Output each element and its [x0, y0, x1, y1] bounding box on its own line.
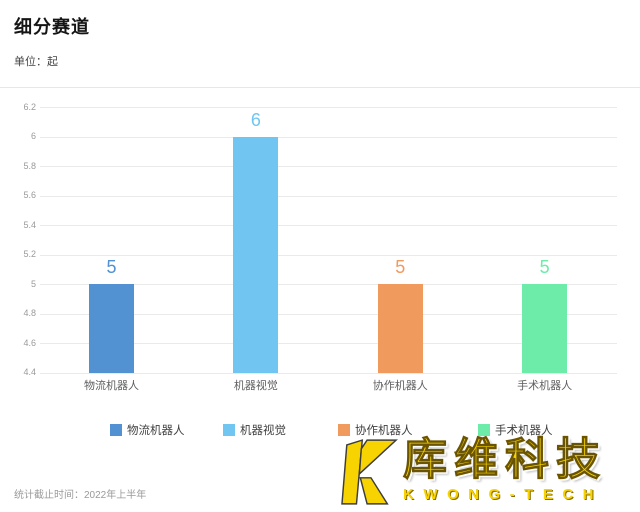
- bar-机器视觉[interactable]: [233, 136, 279, 373]
- x-axis-category-label: 物流机器人: [84, 380, 139, 392]
- y-gridline: [40, 343, 617, 344]
- legend-swatch-icon: [223, 423, 235, 436]
- bar-value-label: 5: [106, 257, 117, 277]
- bar-value-label: 6: [250, 109, 261, 130]
- legend-item-手术机器人[interactable]: 手术机器人: [478, 423, 553, 437]
- brand-name-en: KWONG-TECH: [403, 486, 603, 503]
- y-axis-tick-label: 4.4: [23, 367, 36, 377]
- y-gridline: [40, 225, 617, 226]
- legend-swatch-icon: [110, 423, 122, 436]
- y-axis-tick-label: 6: [30, 131, 36, 141]
- bar-手术机器人[interactable]: [522, 284, 568, 373]
- legend-item-协作机器人[interactable]: 协作机器人: [338, 423, 413, 437]
- y-axis-tick-label: 4.6: [23, 337, 36, 348]
- legend-label: 物流机器人: [127, 424, 185, 437]
- y-axis-tick-label: 5.6: [23, 190, 36, 200]
- x-axis-category-label: 机器视觉: [233, 380, 278, 392]
- legend-label: 协作机器人: [355, 424, 413, 437]
- y-gridline: [40, 254, 617, 256]
- legend-item-物流机器人[interactable]: 物流机器人: [110, 423, 185, 437]
- y-gridline: [40, 195, 617, 197]
- legend-swatch-icon: [478, 423, 490, 436]
- y-gridline: [40, 284, 617, 285]
- bar-value-label: 5: [539, 257, 550, 277]
- legend-swatch-icon: [338, 423, 350, 436]
- bar-协作机器人[interactable]: [377, 284, 423, 373]
- bar-value-label: 5: [395, 257, 406, 277]
- header-divider: [0, 87, 640, 88]
- page-title: 细分赛道: [14, 17, 90, 37]
- x-axis-category-label: 手术机器人: [517, 380, 573, 392]
- y-axis-tick-label: 6.2: [23, 101, 36, 112]
- y-axis-tick-label: 5: [30, 278, 36, 289]
- brand-name-cn: 库维科技: [403, 435, 607, 484]
- y-axis-tick-label: 4.8: [23, 308, 36, 318]
- brand-logo: 库维科技 KWONG-TECH: [341, 435, 637, 509]
- x-axis-category-label: 协作机器人: [372, 380, 428, 392]
- y-gridline: [40, 313, 617, 315]
- legend-label: 手术机器人: [495, 424, 553, 437]
- stats-cutoff-note: 统计截止时间：2022年上半年: [14, 490, 147, 501]
- y-gridline: [40, 166, 617, 167]
- y-gridline: [40, 107, 617, 108]
- y-axis-tick-label: 5.2: [23, 249, 36, 259]
- y-gridline: [40, 136, 617, 138]
- bar-物流机器人[interactable]: [89, 284, 134, 373]
- unit-label: 单位：起: [14, 56, 58, 68]
- kwong-tech-k-mark-icon: [341, 439, 398, 505]
- y-axis-tick-label: 5.8: [23, 160, 36, 171]
- brand-logo-texts: 库维科技 KWONG-TECH: [403, 435, 607, 503]
- legend-item-机器视觉[interactable]: 机器视觉: [223, 423, 286, 437]
- legend-label: 机器视觉: [240, 424, 286, 437]
- y-gridline: [40, 372, 617, 374]
- y-axis-tick-label: 5.4: [23, 219, 36, 230]
